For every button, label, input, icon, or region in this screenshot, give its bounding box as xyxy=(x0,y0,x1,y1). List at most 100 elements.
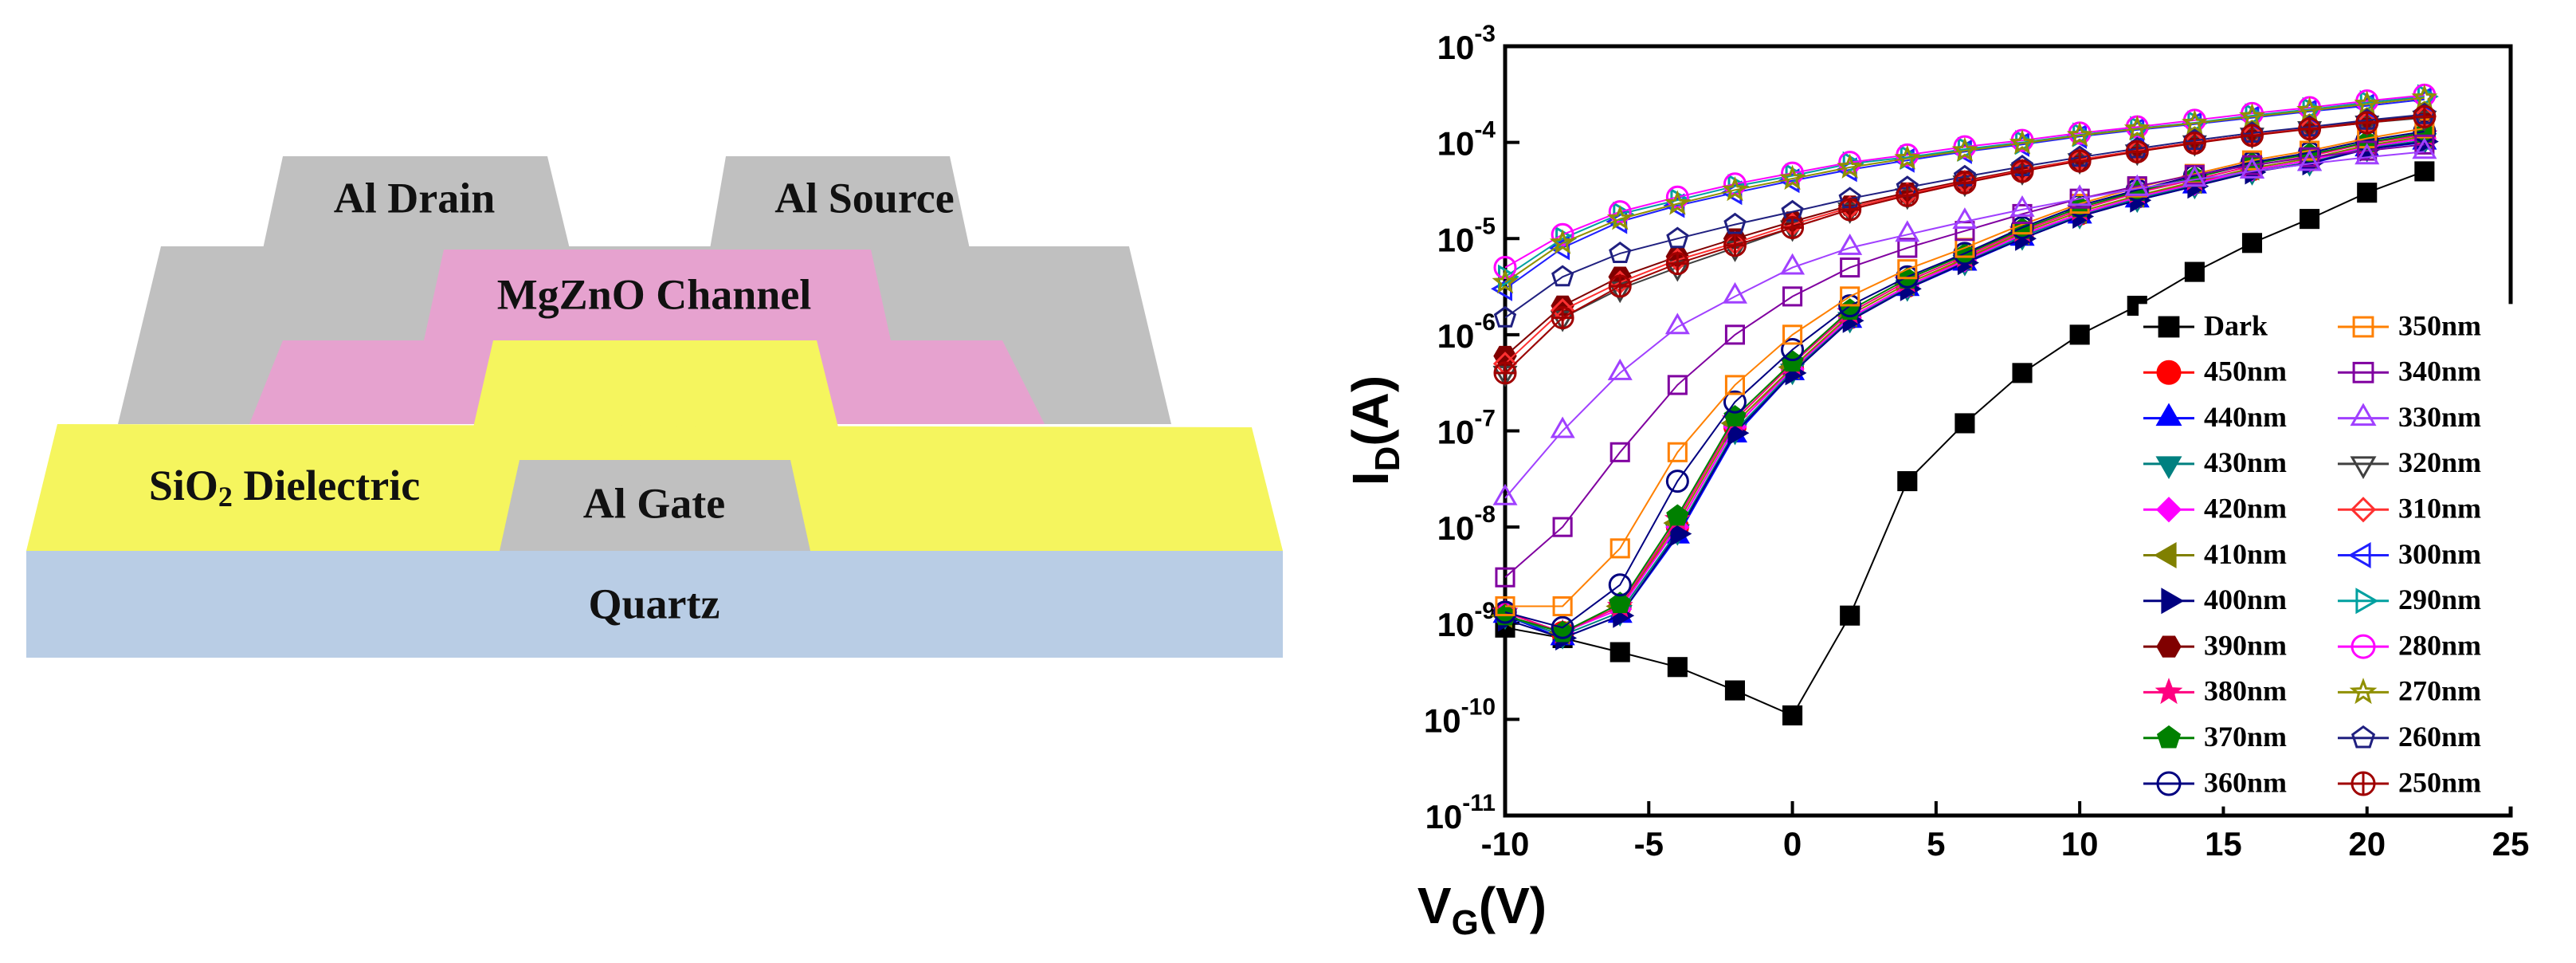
marker xyxy=(2296,96,2323,122)
marker xyxy=(1840,605,1860,626)
x-axis-label: VG(V) xyxy=(1417,877,1547,942)
marker xyxy=(2300,147,2320,167)
marker xyxy=(1723,234,1747,257)
y-tick-label: 10-10 xyxy=(1424,694,1496,739)
marker xyxy=(1493,305,1517,328)
dielectric-label-part: SiO xyxy=(149,462,218,509)
y-tick-base: 10 xyxy=(1424,702,1461,739)
legend-marker xyxy=(2352,361,2374,383)
marker xyxy=(1667,657,1688,678)
marker xyxy=(1837,234,1863,255)
marker xyxy=(2010,216,2034,240)
series-line xyxy=(1504,143,2425,578)
legend-marker xyxy=(2155,678,2183,705)
legend-marker xyxy=(2351,634,2376,659)
marker xyxy=(2184,261,2205,282)
marker xyxy=(2182,165,2207,187)
marker xyxy=(2009,195,2035,217)
legend-marker xyxy=(2350,403,2377,426)
legend-label: 430nm xyxy=(2204,446,2287,478)
y-tick-base: 10 xyxy=(1437,509,1475,547)
marker xyxy=(1610,442,1630,462)
marker xyxy=(2414,134,2435,155)
marker xyxy=(1722,281,1747,304)
series-line xyxy=(1504,94,2425,269)
legend-marker xyxy=(2156,360,2182,385)
marker xyxy=(1665,252,1689,276)
marker xyxy=(2182,132,2206,155)
marker xyxy=(1837,153,1864,179)
x-tick-label: 20 xyxy=(2348,825,2386,863)
legend-marker xyxy=(2158,316,2180,338)
marker xyxy=(2124,174,2150,196)
chart: VG(V) ID(A) -10 -5 0 5 10 15 20 2510-1110-1010-… xyxy=(1342,21,2535,942)
marker xyxy=(1606,205,1633,230)
marker xyxy=(1667,442,1688,462)
marker xyxy=(1896,183,1919,207)
legend-label: 290nm xyxy=(2398,584,2481,615)
marker xyxy=(1610,538,1630,559)
marker xyxy=(2297,149,2323,171)
marker xyxy=(2123,115,2151,140)
y-tick-exponent: -9 xyxy=(1474,598,1496,624)
marker xyxy=(1779,164,1806,191)
y-tick-base: 10 xyxy=(1437,606,1475,643)
marker xyxy=(1840,286,1860,307)
marker xyxy=(2357,140,2378,161)
marker xyxy=(1551,615,1574,639)
x-tick-label: 15 xyxy=(2205,825,2242,863)
marker xyxy=(1667,375,1688,395)
marker xyxy=(1895,220,1920,242)
marker xyxy=(1549,229,1576,254)
y-tick-base: 10 xyxy=(1437,414,1475,451)
legend-label: 300nm xyxy=(2398,538,2481,570)
legend-marker xyxy=(2161,588,2185,615)
marker xyxy=(1670,521,1692,547)
legend-marker xyxy=(2155,497,2182,523)
y-tick-base: 10 xyxy=(1437,317,1475,355)
marker xyxy=(1724,375,1746,395)
marker xyxy=(1723,390,1747,414)
marker xyxy=(1894,144,1921,170)
marker xyxy=(2066,121,2093,147)
series xyxy=(1492,84,2438,294)
y-tick-base: 10 xyxy=(1425,798,1463,835)
marker xyxy=(2241,155,2263,175)
substrate-label: Quartz xyxy=(589,580,720,627)
y-axis-label-part: I xyxy=(1342,471,1399,485)
legend-label: 380nm xyxy=(2204,675,2287,707)
marker xyxy=(2069,324,2090,345)
legend-label: 270nm xyxy=(2398,675,2481,707)
marker xyxy=(2355,111,2379,135)
marker xyxy=(1665,470,1689,493)
x-tick-label: 10 xyxy=(2061,825,2099,863)
marker xyxy=(1955,413,1975,434)
marker xyxy=(2067,184,2092,206)
marker xyxy=(1953,171,1977,195)
dielectric-bump xyxy=(473,340,838,427)
marker xyxy=(1551,306,1574,330)
marker xyxy=(1897,471,1918,492)
marker xyxy=(1840,257,1860,278)
y-tick-base: 10 xyxy=(1437,29,1475,66)
marker xyxy=(1722,176,1748,202)
dielectric-subscript: 2 xyxy=(218,481,233,513)
marker xyxy=(2012,363,2033,383)
y-tick-exponent: -7 xyxy=(1474,406,1496,432)
marker xyxy=(1897,238,1918,258)
marker xyxy=(1493,361,1517,385)
marker xyxy=(1897,259,1918,280)
plot-area xyxy=(1490,83,2439,725)
marker xyxy=(1724,680,1746,701)
legend-label: 340nm xyxy=(2398,356,2481,387)
marker xyxy=(2241,233,2263,254)
y-axis-subscript: D xyxy=(1368,446,1407,472)
marker xyxy=(2411,84,2438,109)
marker xyxy=(1838,198,1862,222)
legend-marker xyxy=(2156,771,2182,796)
x-tick-label: -5 xyxy=(1634,825,1664,863)
series-line xyxy=(1505,128,2425,607)
marker xyxy=(1551,265,1574,287)
gate-electrode xyxy=(500,460,810,551)
